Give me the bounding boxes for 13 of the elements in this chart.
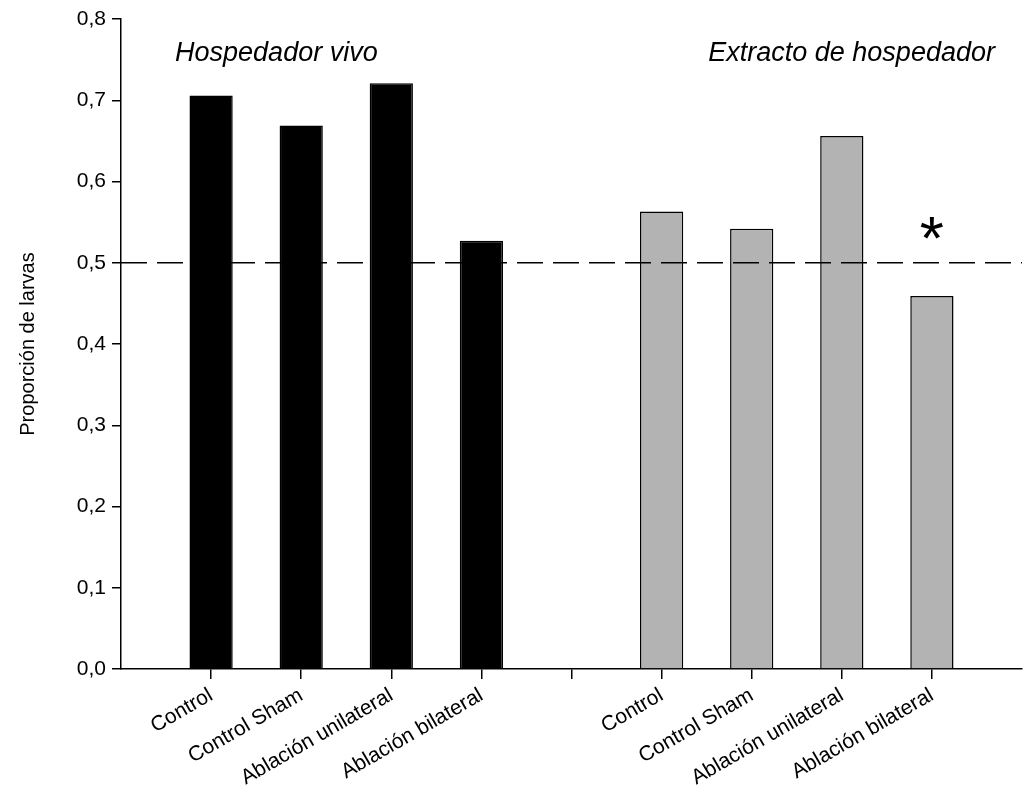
annotation: Extracto de hospedador xyxy=(708,36,996,67)
y-tick-label: 0,8 xyxy=(76,5,106,29)
y-tick-label: 0,7 xyxy=(76,87,106,111)
y-axis-title: Proporción de larvas xyxy=(15,252,38,436)
y-tick-label: 0,4 xyxy=(76,330,107,354)
y-tick-label: 0,2 xyxy=(76,493,106,517)
annotation: Hospedador vivo xyxy=(175,36,378,67)
y-tick-label: 0,0 xyxy=(76,655,106,679)
data-label: * xyxy=(919,202,944,272)
y-tick-label: 0,5 xyxy=(76,249,106,273)
y-tick-label: 0,1 xyxy=(76,574,106,598)
y-tick-label: 0,3 xyxy=(76,412,106,436)
y-tick-label: 0,6 xyxy=(76,168,106,192)
